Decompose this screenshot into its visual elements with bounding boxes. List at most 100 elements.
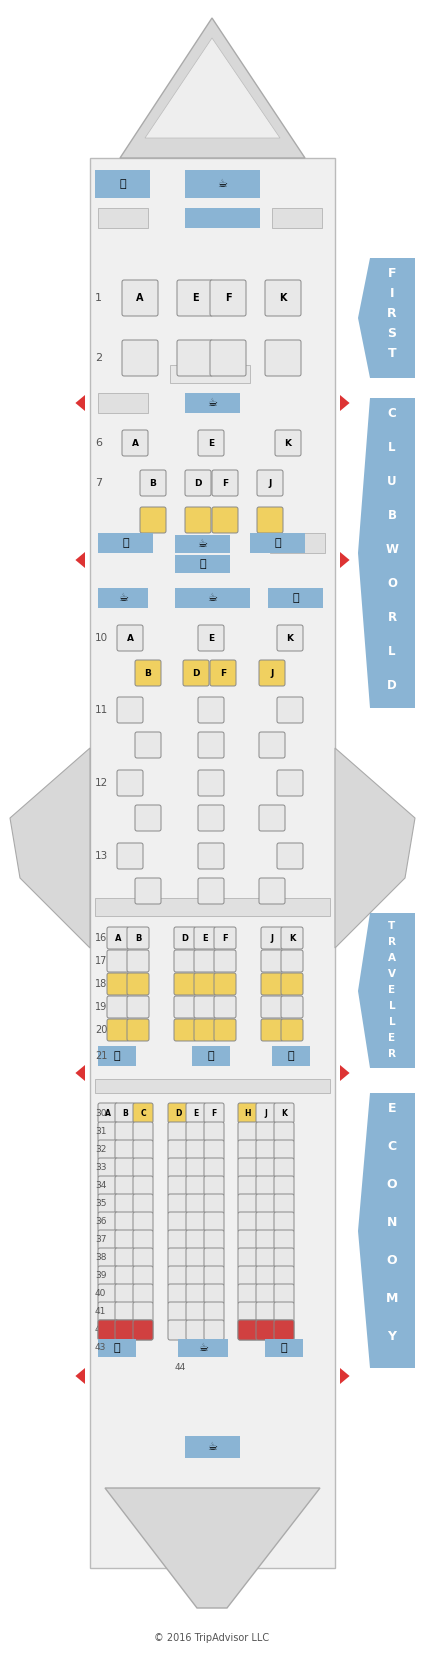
FancyBboxPatch shape: [186, 1266, 206, 1286]
FancyBboxPatch shape: [256, 1248, 276, 1268]
FancyBboxPatch shape: [115, 1266, 135, 1286]
Text: F: F: [225, 294, 231, 304]
Text: K: K: [284, 439, 292, 447]
FancyBboxPatch shape: [274, 1213, 294, 1233]
FancyBboxPatch shape: [256, 1194, 276, 1214]
Text: F: F: [211, 1109, 217, 1118]
FancyBboxPatch shape: [115, 1229, 135, 1249]
Text: 6: 6: [95, 439, 102, 449]
FancyBboxPatch shape: [168, 1176, 188, 1196]
Text: E: E: [202, 934, 208, 942]
FancyBboxPatch shape: [115, 1194, 135, 1214]
FancyBboxPatch shape: [140, 507, 166, 534]
FancyBboxPatch shape: [204, 1229, 224, 1249]
Text: N: N: [387, 1216, 397, 1229]
FancyBboxPatch shape: [256, 1158, 276, 1178]
FancyBboxPatch shape: [115, 1139, 135, 1159]
FancyBboxPatch shape: [98, 1213, 118, 1233]
Bar: [185, 170, 260, 198]
Text: 16: 16: [95, 932, 107, 942]
FancyBboxPatch shape: [274, 1319, 294, 1339]
FancyBboxPatch shape: [107, 927, 129, 949]
FancyBboxPatch shape: [198, 732, 224, 757]
Bar: [175, 589, 250, 609]
Bar: [90, 158, 335, 1568]
Text: F: F: [388, 267, 396, 280]
FancyBboxPatch shape: [168, 1158, 188, 1178]
FancyBboxPatch shape: [198, 806, 224, 831]
Text: 🚻: 🚻: [113, 1343, 120, 1353]
Text: A: A: [105, 1109, 111, 1118]
FancyBboxPatch shape: [98, 1229, 118, 1249]
Text: 21: 21: [95, 1051, 108, 1061]
Text: ☕: ☕: [118, 594, 128, 604]
FancyBboxPatch shape: [174, 927, 196, 949]
Text: L: L: [389, 1017, 395, 1027]
FancyBboxPatch shape: [185, 507, 211, 534]
FancyBboxPatch shape: [204, 1139, 224, 1159]
FancyBboxPatch shape: [177, 340, 213, 375]
Text: B: B: [144, 669, 151, 677]
FancyBboxPatch shape: [198, 626, 224, 651]
FancyBboxPatch shape: [238, 1319, 258, 1339]
Bar: [170, 365, 250, 384]
FancyBboxPatch shape: [204, 1303, 224, 1323]
Text: 36: 36: [95, 1218, 107, 1226]
Bar: [268, 589, 323, 609]
FancyBboxPatch shape: [122, 280, 158, 315]
Polygon shape: [340, 395, 350, 410]
FancyBboxPatch shape: [107, 951, 129, 972]
Text: S: S: [388, 327, 397, 340]
FancyBboxPatch shape: [259, 732, 285, 757]
Bar: [178, 1339, 228, 1358]
FancyBboxPatch shape: [133, 1319, 153, 1339]
FancyBboxPatch shape: [133, 1229, 153, 1249]
FancyBboxPatch shape: [133, 1194, 153, 1214]
FancyBboxPatch shape: [194, 927, 216, 949]
Text: 43: 43: [95, 1343, 106, 1353]
Text: W: W: [385, 542, 399, 555]
FancyBboxPatch shape: [117, 842, 143, 869]
FancyBboxPatch shape: [174, 996, 196, 1017]
FancyBboxPatch shape: [133, 1158, 153, 1178]
Text: 38: 38: [95, 1253, 107, 1263]
Text: D: D: [194, 479, 202, 487]
FancyBboxPatch shape: [133, 1284, 153, 1304]
Text: 🚻: 🚻: [113, 1051, 120, 1061]
FancyBboxPatch shape: [238, 1229, 258, 1249]
Text: E: E: [388, 1101, 396, 1114]
FancyBboxPatch shape: [256, 1176, 276, 1196]
FancyBboxPatch shape: [214, 927, 236, 949]
Bar: [270, 534, 325, 554]
FancyBboxPatch shape: [177, 280, 213, 315]
Text: 33: 33: [95, 1164, 107, 1173]
Polygon shape: [358, 1093, 415, 1368]
FancyBboxPatch shape: [168, 1284, 188, 1304]
Bar: [175, 555, 230, 574]
Bar: [98, 394, 148, 414]
FancyBboxPatch shape: [198, 430, 224, 455]
FancyBboxPatch shape: [133, 1303, 153, 1323]
Text: K: K: [289, 934, 295, 942]
FancyBboxPatch shape: [186, 1303, 206, 1323]
FancyBboxPatch shape: [256, 1229, 276, 1249]
FancyBboxPatch shape: [168, 1194, 188, 1214]
Text: A: A: [115, 934, 121, 942]
Text: R: R: [388, 937, 396, 947]
Text: 41: 41: [95, 1308, 106, 1316]
Text: F: F: [220, 669, 226, 677]
FancyBboxPatch shape: [261, 927, 283, 949]
FancyBboxPatch shape: [133, 1213, 153, 1233]
FancyBboxPatch shape: [133, 1248, 153, 1268]
FancyBboxPatch shape: [277, 771, 303, 796]
Text: 🚻: 🚻: [288, 1051, 294, 1061]
Polygon shape: [75, 1368, 85, 1384]
Text: L: L: [388, 440, 396, 454]
Bar: [95, 897, 330, 916]
FancyBboxPatch shape: [281, 972, 303, 996]
FancyBboxPatch shape: [115, 1319, 135, 1339]
Text: V: V: [388, 969, 396, 979]
Text: H: H: [245, 1109, 251, 1118]
FancyBboxPatch shape: [256, 1103, 276, 1123]
Text: J: J: [270, 934, 274, 942]
